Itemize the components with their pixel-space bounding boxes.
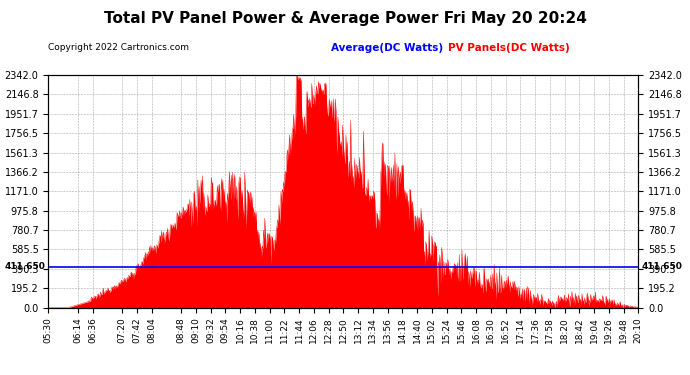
Text: PV Panels(DC Watts): PV Panels(DC Watts) [448, 43, 570, 53]
Text: Copyright 2022 Cartronics.com: Copyright 2022 Cartronics.com [48, 43, 189, 52]
Text: Average(DC Watts): Average(DC Watts) [331, 43, 443, 53]
Text: 411.650: 411.650 [4, 262, 46, 271]
Text: 411.650: 411.650 [641, 262, 682, 271]
Text: Total PV Panel Power & Average Power Fri May 20 20:24: Total PV Panel Power & Average Power Fri… [104, 11, 586, 26]
